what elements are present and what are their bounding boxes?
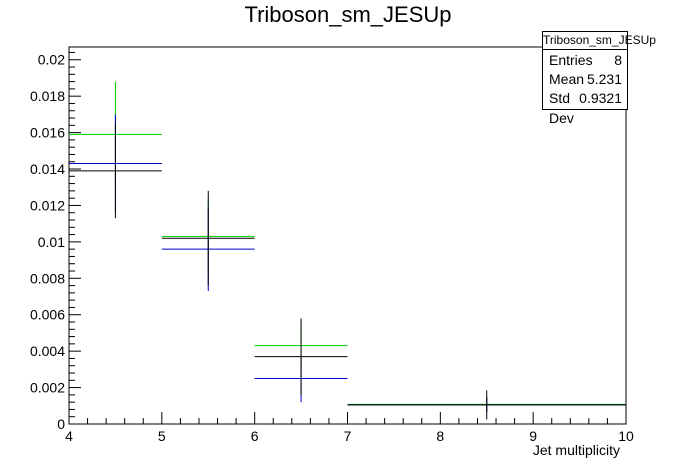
x-tick-label: 9 [529,428,537,444]
x-tick-label: 7 [344,428,352,444]
y-tick-label: 0.014 [30,161,65,177]
y-tick-label: 0.006 [30,307,65,323]
y-tick-label: 0.002 [30,380,65,396]
y-tick-label: 0.016 [30,125,65,141]
y-tick-label: 0.02 [38,52,65,68]
x-tick-label: 10 [618,428,634,444]
y-tick-label: 0.004 [30,343,65,359]
stats-entries-value: 8 [614,52,622,68]
stats-entries-label: Entries [549,52,593,68]
stats-mean-value: 5.231 [586,71,622,87]
x-tick-label: 6 [251,428,259,444]
stats-std-label: Std Dev [549,90,574,126]
stats-std-value: 0.9321 [579,90,622,106]
stats-box: Triboson_sm_JESUp Entries 8 Mean 5.231 S… [542,31,656,126]
x-axis-label: Jet multiplicity [533,442,620,458]
stats-std-row: Std Dev 0.9321 [543,88,627,126]
stats-mean-row: Mean 5.231 [543,69,627,88]
y-tick-label: 0 [57,416,65,432]
y-tick-label: 0.008 [30,270,65,286]
stats-title: Triboson_sm_JESUp [543,32,656,50]
y-tick-label: 0.012 [30,197,65,213]
x-tick-label: 4 [65,428,73,444]
stats-mean-label: Mean [549,71,585,87]
x-tick-label: 8 [436,428,444,444]
stats-entries-row: Entries 8 [543,50,627,69]
chart-title: Triboson_sm_JESUp [244,2,452,27]
x-tick-label: 5 [158,428,166,444]
y-tick-label: 0.018 [30,88,65,104]
y-tick-label: 0.01 [38,234,65,250]
